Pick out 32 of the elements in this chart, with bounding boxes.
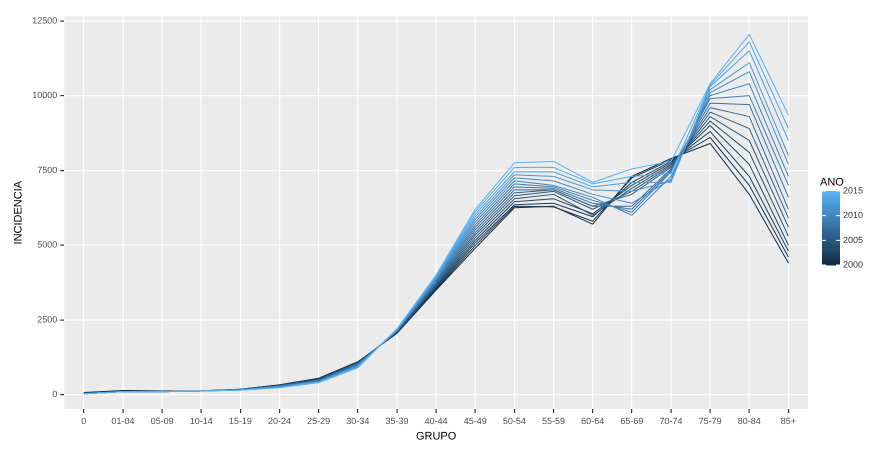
color-bar-label: 2000	[843, 259, 864, 270]
y-axis-title: INCIDENCIA	[12, 180, 25, 244]
x-tick-label: 40-44	[424, 416, 448, 426]
color-bar-label: 2010	[843, 210, 864, 220]
color-bar-title: ANO	[820, 176, 844, 189]
x-tick-label: 20-24	[268, 416, 292, 426]
y-tick-label: 0	[52, 389, 58, 400]
y-tick-label: 5000	[37, 240, 58, 250]
x-tick-label: 55-59	[542, 416, 566, 426]
x-tick-label: 85+	[780, 416, 796, 426]
color-bar-label: 2005	[843, 234, 864, 245]
x-tick-label: 30-34	[346, 416, 370, 426]
x-tick-label: 75-79	[698, 416, 722, 426]
x-tick-label: 15-19	[228, 416, 252, 426]
x-tick-label: 10-14	[190, 416, 213, 426]
color-bar-label: 2015	[843, 185, 864, 196]
x-tick-label: 0	[81, 416, 86, 426]
x-tick-label: 80-84	[738, 416, 761, 426]
x-tick-label: 35-39	[385, 416, 408, 426]
y-tick-label: 2500	[37, 314, 58, 324]
x-tick-label: 05-09	[150, 416, 174, 426]
x-tick-label: 70-74	[659, 416, 683, 426]
y-tick-label: 7500	[37, 164, 58, 175]
x-tick-label: 60-64	[581, 416, 604, 426]
x-tick-label: 50-54	[502, 416, 526, 426]
x-tick-label: 25-29	[307, 416, 330, 426]
x-tick-label: 65-69	[620, 416, 644, 426]
y-tick-label: 12500	[32, 15, 58, 26]
x-tick-label: 45-49	[464, 416, 487, 426]
x-tick-label: 01-04	[111, 416, 134, 426]
y-tick-label: 10000	[32, 90, 58, 100]
x-axis-title: GRUPO	[416, 430, 457, 442]
